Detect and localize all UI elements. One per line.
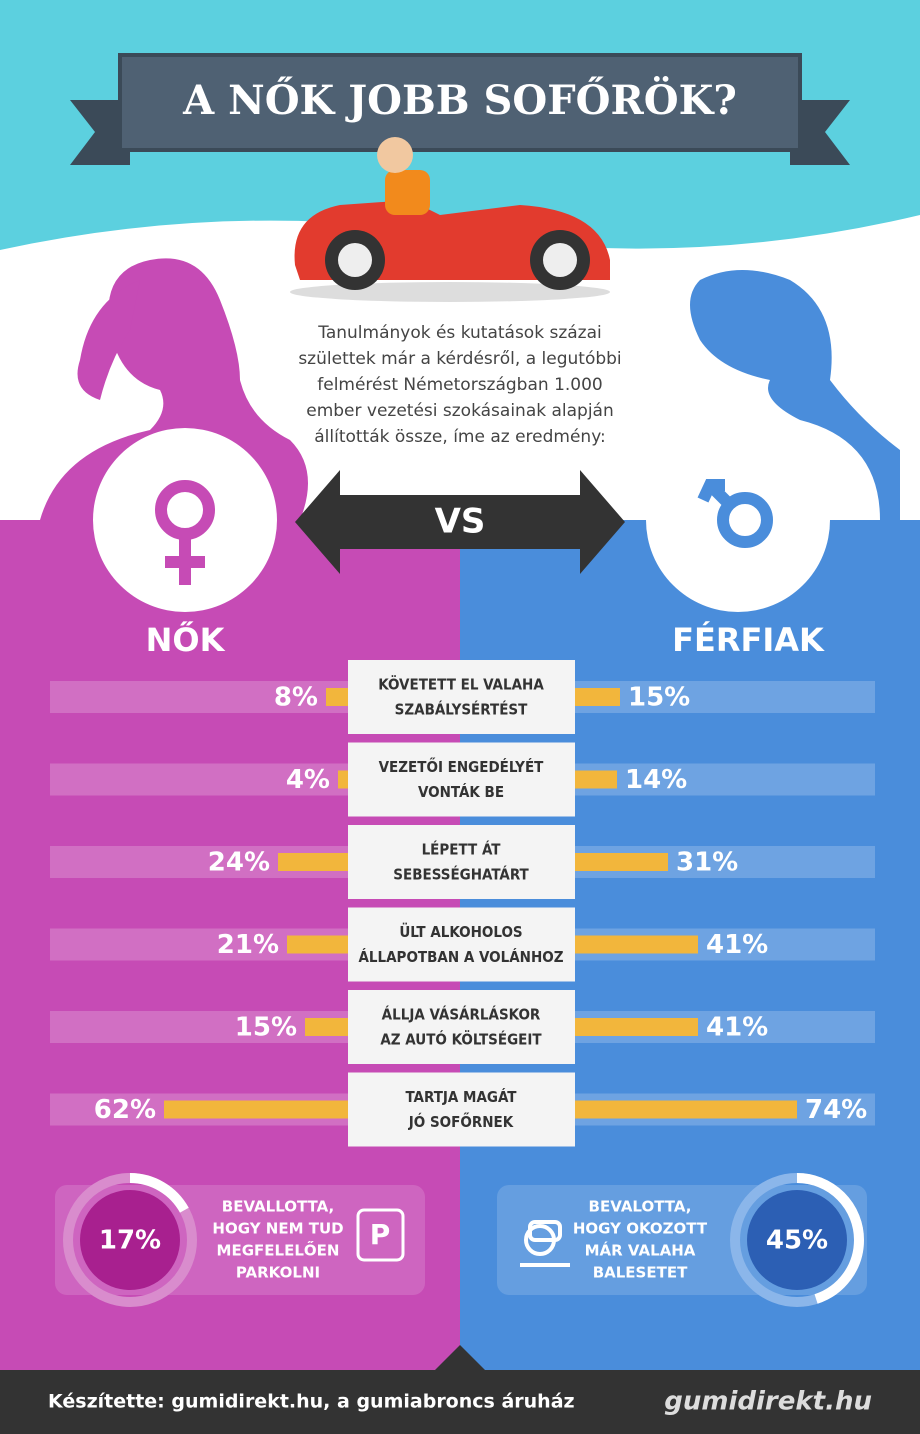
- value-label-men: 31%: [676, 848, 738, 878]
- car: [290, 137, 610, 302]
- highlight-text: BEVALOTTA,: [589, 1198, 692, 1216]
- highlight-text: BALESETET: [593, 1264, 688, 1282]
- highlight-text: HOGY OKOZOTT: [573, 1220, 708, 1238]
- question-box: [348, 660, 575, 734]
- value-label-women: 15%: [235, 1013, 297, 1043]
- question: JÓ SOFŐRNEK: [408, 1111, 514, 1131]
- donut-arc: [63, 1173, 197, 1307]
- value-label-women: 62%: [94, 1095, 156, 1125]
- highlight-text: HOGY NEM TUD: [212, 1220, 343, 1238]
- male-symbol: [697, 479, 773, 548]
- highlight-text: MÁR VALAHA: [585, 1241, 696, 1260]
- men-icon-circle: [646, 428, 830, 612]
- value-label-men: 41%: [706, 930, 768, 960]
- vs: VS: [435, 502, 486, 542]
- footer-notch: [435, 1345, 485, 1370]
- track: [575, 681, 875, 713]
- women-label: NŐK: [146, 620, 226, 659]
- question-box: [348, 1072, 575, 1147]
- donut-center: [80, 1190, 180, 1290]
- highlight-text: BEVALLOTTA,: [222, 1198, 334, 1216]
- highlights: 17% BEVALLOTTA, HOGY NEM TUD MEGFELELŐEN PAR…: [63, 1173, 864, 1307]
- question: VEZETŐI ENGEDÉLYÉT: [379, 756, 545, 776]
- donut-arc: [730, 1173, 864, 1307]
- question-box: [348, 907, 575, 982]
- value-label-men: 74%: [805, 1095, 867, 1125]
- highlight-text: MEGFELELŐEN: [217, 1240, 340, 1260]
- track: [50, 763, 350, 796]
- title: A NŐK JOBB SOFŐRÖK?: [182, 77, 737, 124]
- bar-men: [575, 1018, 698, 1036]
- bar-women: [287, 935, 350, 954]
- value-label-men: 14%: [625, 765, 687, 795]
- track: [50, 681, 350, 713]
- value-label-women: 8%: [274, 683, 318, 713]
- rows: 8% 15% KÖVETETT EL VALAHA SZABÁLYSÉRTÉST 4% 1…: [50, 660, 875, 1147]
- crash-icon: [520, 1220, 570, 1267]
- value-label-men: 41%: [706, 1013, 768, 1043]
- banner: [118, 53, 802, 152]
- intro-line: ember vezetési szokásainak alapján: [306, 401, 614, 421]
- question: ÁLLAPOTBAN A VOLÁNHOZ: [358, 947, 563, 966]
- vs-arrow: [295, 470, 625, 574]
- bar-men: [575, 935, 698, 954]
- footer-brand: gumidirekt.hu: [664, 1387, 872, 1417]
- question: LÉPETT ÁT: [422, 840, 502, 859]
- intro-line: felmérést Németországban 1.000: [317, 375, 602, 395]
- bar-women: [305, 1018, 350, 1036]
- footer-credit: Készítette: gumidirekt.hu, a gumiabroncs…: [48, 1391, 575, 1413]
- bar-women: [326, 688, 350, 706]
- question: SZABÁLYSÉRTÉST: [395, 700, 529, 719]
- footer: [0, 1370, 920, 1434]
- value-label-women: 24%: [208, 848, 270, 878]
- question-box: [348, 825, 575, 899]
- bar-women: [278, 853, 350, 871]
- bar-men: [575, 853, 668, 871]
- bar-men: [575, 1100, 797, 1119]
- track: [575, 763, 875, 796]
- question: VONTÁK BE: [418, 782, 504, 801]
- value-label-women: 21%: [217, 930, 279, 960]
- intro-line: születtek már a kérdésről, a legutóbbi: [298, 349, 621, 369]
- bar-men: [575, 688, 620, 706]
- question: KÖVETETT EL VALAHA: [378, 675, 544, 694]
- intro-line: Tanulmányok és kutatások százai: [317, 323, 601, 343]
- value-label-men: 15%: [628, 683, 690, 713]
- highlight-value: 17%: [99, 1226, 161, 1256]
- intro-line: állították össze, íme az eredmény:: [314, 427, 606, 447]
- question: TARTJA MAGÁT: [405, 1087, 517, 1106]
- bar-women: [164, 1100, 350, 1119]
- question: ÁLLJA VÁSÁRLÁSKOR: [382, 1005, 541, 1024]
- man-silhouette: [690, 270, 900, 520]
- highlight-value: 45%: [766, 1226, 828, 1256]
- donut-center: [747, 1190, 847, 1290]
- intro: Tanulmányok és kutatások százai születtek…: [298, 323, 621, 447]
- men-label: FÉRFIAK: [672, 621, 825, 659]
- parking-icon-frame: [356, 1208, 405, 1262]
- question: ÜLT ALKOHOLOS: [399, 922, 522, 941]
- question: SEBESSÉGHATÁRT: [393, 865, 529, 884]
- women-icon-circle: [93, 428, 277, 612]
- parking-icon: P: [370, 1218, 391, 1251]
- ponytail: [77, 280, 140, 400]
- track: [50, 1011, 350, 1043]
- bar-men: [575, 770, 617, 789]
- ribbon-left: [70, 100, 130, 165]
- female-symbol: [155, 480, 215, 585]
- value-label-women: 4%: [286, 765, 330, 795]
- highlight-text: PARKOLNI: [236, 1264, 320, 1282]
- question: AZ AUTÓ KÖLTSÉGEIT: [380, 1030, 542, 1049]
- bar-women: [338, 770, 350, 789]
- question-box: [348, 742, 575, 817]
- ribbon-right: [790, 100, 850, 165]
- question-box: [348, 990, 575, 1064]
